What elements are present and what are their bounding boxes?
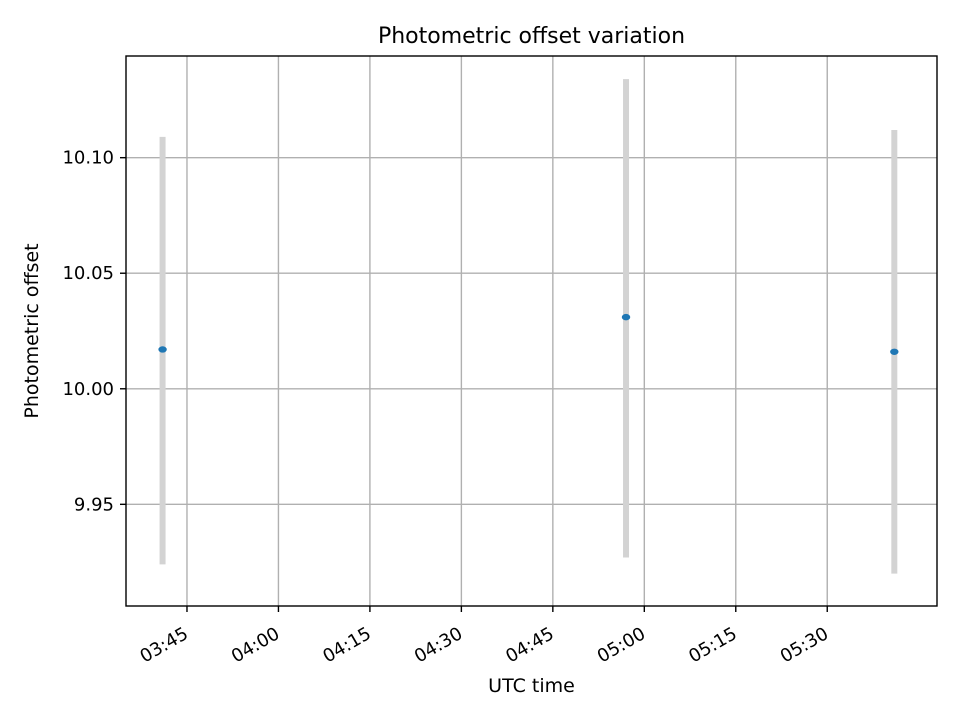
x-axis-label: UTC time [488, 675, 575, 697]
data-point [890, 348, 899, 355]
plot-frame [125, 55, 938, 607]
data-point [158, 346, 167, 353]
y-tick-label: 10.10 [62, 148, 114, 169]
y-tick-label: 10.05 [62, 263, 114, 284]
chart-title: Photometric offset variation [378, 24, 685, 49]
grid [126, 56, 937, 606]
y-tick-label: 9.95 [74, 494, 114, 515]
data-point [621, 313, 631, 321]
data-points [158, 313, 899, 355]
y-tick-label: 10.00 [62, 379, 114, 400]
y-axis-label: Photometric offset [21, 243, 43, 418]
